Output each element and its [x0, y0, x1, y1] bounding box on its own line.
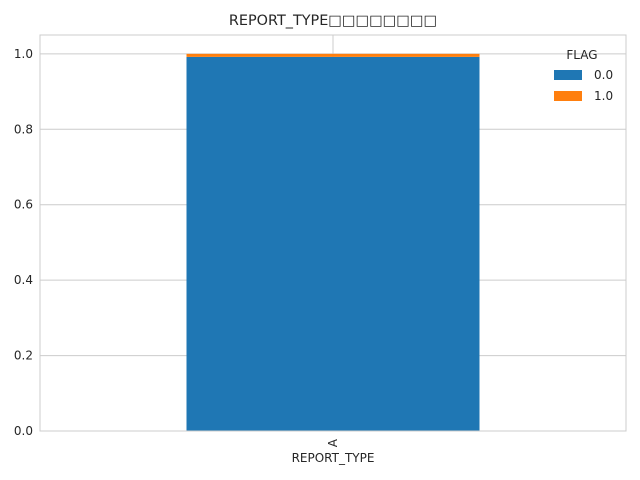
legend-label: 0.0 — [594, 68, 613, 82]
y-tick-label: 1.0 — [14, 47, 33, 61]
x-tick-label: A — [326, 438, 340, 447]
y-tick-label: 0.2 — [14, 349, 33, 363]
legend-title: FLAG — [566, 48, 597, 62]
legend-label: 1.0 — [594, 89, 613, 103]
y-tick-label: 0.8 — [14, 122, 33, 136]
legend: FLAG 0.0 1.0 — [554, 48, 613, 103]
bars — [186, 53, 480, 431]
y-tick-label: 0.4 — [14, 273, 33, 287]
chart-title: REPORT_TYPE□□□□□□□□ — [229, 13, 437, 29]
x-axis-ticks: A — [326, 438, 340, 447]
plot-frame — [39, 34, 627, 432]
bar-segment-flag-0-0 — [186, 56, 480, 431]
bar-segment-flag-1-0 — [186, 53, 480, 57]
x-axis-label: REPORT_TYPE — [292, 451, 375, 465]
legend-swatch — [554, 70, 582, 80]
legend-swatch — [554, 91, 582, 101]
y-tick-label: 0.6 — [14, 198, 33, 212]
y-axis-ticks: 0.0 0.2 0.4 0.6 0.8 1.0 — [14, 47, 33, 438]
y-tick-label: 0.0 — [14, 424, 33, 438]
